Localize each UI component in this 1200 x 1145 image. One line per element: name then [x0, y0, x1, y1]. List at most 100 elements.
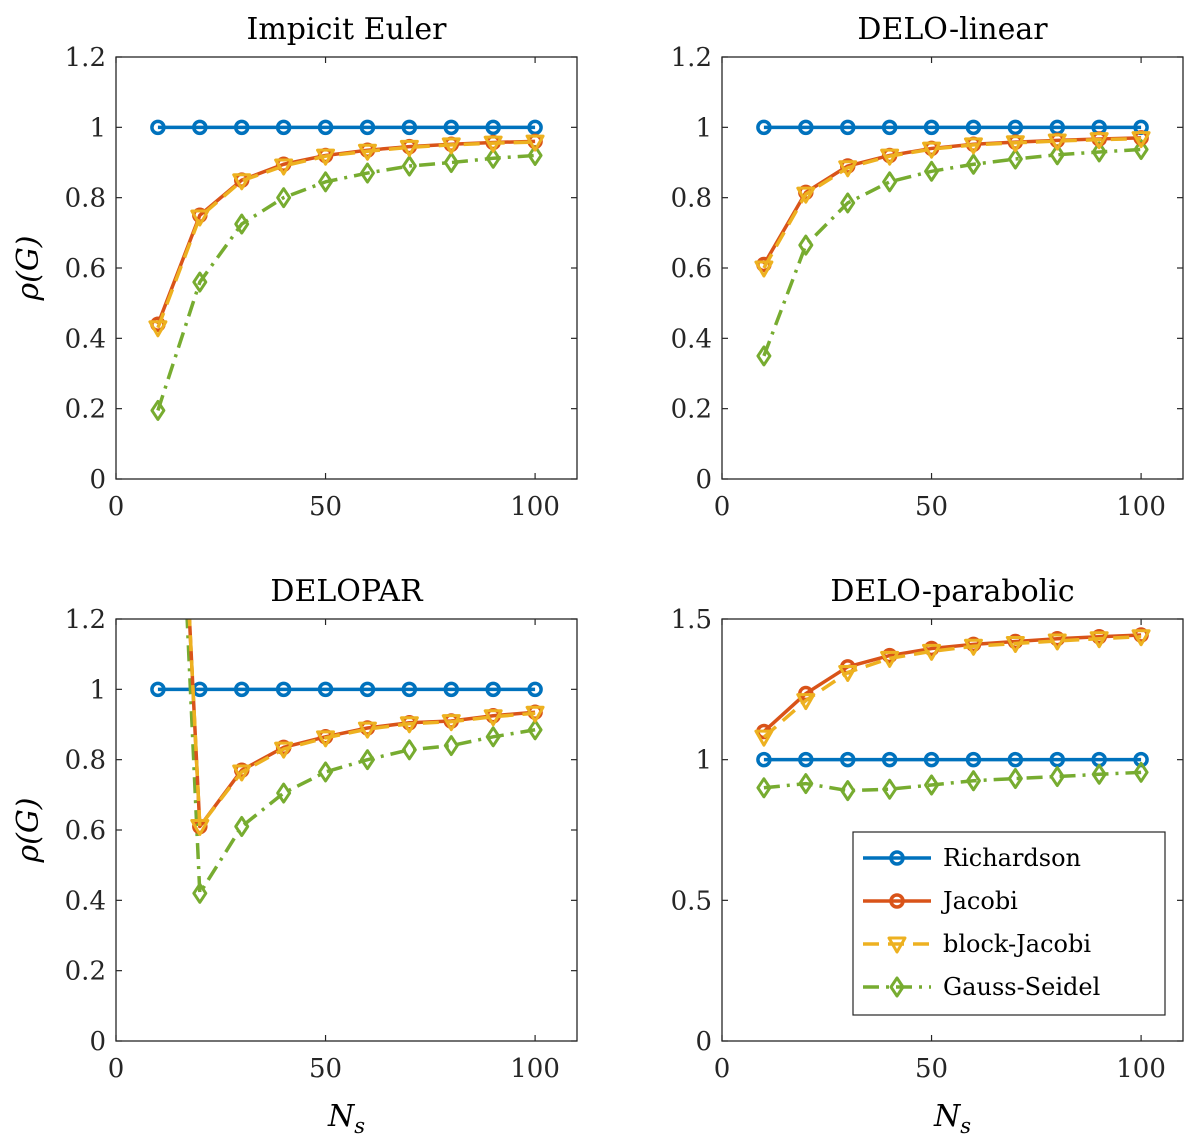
data-point-block-jacobi	[880, 650, 900, 668]
data-point-richardson	[881, 119, 898, 136]
series-line-jacobi	[762, 136, 1142, 266]
y-tick-label: 1	[89, 113, 106, 143]
data-point-richardson	[881, 751, 898, 768]
x-tick-label: 100	[510, 492, 560, 522]
data-point-block-jacobi	[838, 664, 858, 682]
x-tick-label: 100	[1116, 1054, 1166, 1084]
y-axis-label: ρ(G)	[11, 235, 46, 301]
data-point-block-jacobi	[754, 260, 774, 278]
legend-marker	[887, 936, 907, 954]
data-point-gauss-seidel	[443, 152, 459, 173]
data-point-gauss-seidel	[485, 726, 501, 748]
data-point-block-jacobi	[1047, 633, 1067, 651]
data-point-richardson	[798, 119, 814, 136]
data-point-block-jacobi	[922, 643, 942, 661]
data-point-gauss-seidel	[359, 749, 375, 771]
data-point-block-jacobi	[525, 134, 545, 152]
data-point-richardson	[359, 681, 376, 698]
axes-box	[721, 618, 1184, 1042]
data-point-richardson	[401, 119, 418, 136]
data-point-gauss-seidel	[527, 719, 543, 741]
data-point-block-jacobi	[232, 764, 252, 782]
x-axis-label: Ns	[327, 1099, 365, 1138]
data-point-block-jacobi	[399, 716, 419, 734]
data-point-gauss-seidel	[192, 882, 208, 904]
data-point-gauss-seidel	[527, 144, 543, 166]
data-point-block-jacobi	[316, 730, 336, 748]
y-tick-label: 0.4	[65, 886, 106, 916]
data-point-block-jacobi	[796, 693, 816, 711]
series-line-jacobi	[762, 633, 1142, 733]
x-axis-label: Ns	[933, 1099, 971, 1138]
data-point-richardson	[923, 751, 940, 768]
axes-box	[721, 56, 1184, 480]
series-line-gauss-seidel	[185, 619, 536, 896]
data-point-richardson	[485, 119, 501, 136]
data-point-gauss-seidel	[150, 399, 166, 421]
data-point-richardson	[798, 751, 814, 768]
y-tick-label: 0	[695, 1027, 712, 1057]
series-line-jacobi	[187, 619, 536, 829]
data-point-block-jacobi	[1131, 629, 1151, 647]
x-tick-label: 100	[510, 1054, 560, 1084]
y-tick-label: 0.8	[65, 746, 106, 776]
series-group	[754, 119, 1151, 367]
data-point-richardson	[275, 681, 292, 698]
data-point-gauss-seidel	[359, 162, 375, 184]
data-point-richardson	[443, 681, 460, 698]
x-tick-label: 100	[1116, 492, 1166, 522]
data-point-block-jacobi	[963, 137, 983, 155]
y-tick-label: 1.2	[65, 605, 106, 635]
data-point-block-jacobi	[838, 160, 858, 178]
series-line-jacobi	[156, 139, 536, 325]
series-line-gauss-seidel	[762, 147, 1142, 357]
y-tick-label: 0	[89, 1027, 106, 1057]
data-point-gauss-seidel	[276, 187, 292, 209]
data-point-block-jacobi	[796, 186, 816, 204]
series-line-block-jacobi	[187, 619, 536, 829]
axes-box	[115, 56, 578, 480]
chart-panel-delo-linear: DELO-linear 0 0.2 0.4 0.6 0.8 1 1.2 0 50 100	[671, 12, 1184, 522]
data-point-block-jacobi	[880, 148, 900, 166]
data-point-gauss-seidel	[882, 778, 898, 800]
y-tick-label: 0.6	[65, 254, 106, 284]
legend-marker	[889, 893, 905, 909]
legend-entry-richardson: Richardson	[863, 844, 1081, 872]
chart-title: DELO-parabolic	[830, 574, 1074, 609]
y-tick-label: 0.4	[671, 324, 712, 354]
y-tick-label: 0.2	[65, 957, 106, 987]
data-point-richardson	[965, 119, 982, 136]
series-line-gauss-seidel	[763, 770, 1142, 793]
legend-marker	[889, 976, 905, 998]
data-point-gauss-seidel	[840, 192, 856, 214]
data-point-richardson	[192, 119, 208, 136]
data-point-richardson	[443, 119, 460, 136]
data-point-gauss-seidel	[276, 782, 292, 804]
series-group	[754, 627, 1151, 802]
chart-panel-impicit-euler: Impicit Euler 0 0.2 0.4 0.6 0.8 1 1.2 0 50 100 ρ(G)	[11, 12, 578, 522]
data-point-block-jacobi	[1047, 133, 1067, 151]
data-point-block-jacobi	[274, 158, 294, 176]
data-point-gauss-seidel	[798, 773, 814, 795]
data-point-block-jacobi	[148, 320, 168, 338]
data-point-richardson	[965, 751, 982, 768]
data-point-block-jacobi	[922, 141, 942, 159]
data-point-block-jacobi	[483, 709, 503, 727]
data-point-gauss-seidel	[401, 155, 417, 177]
data-point-richardson	[317, 681, 334, 698]
data-point-richardson	[150, 681, 166, 698]
data-point-richardson	[527, 119, 543, 136]
data-point-gauss-seidel	[1049, 144, 1065, 166]
legend-label: block-Jacobi	[943, 930, 1091, 958]
series-group	[148, 119, 545, 421]
y-tick-label: 0.6	[671, 254, 712, 284]
x-tick-label: 50	[915, 1054, 948, 1084]
data-point-gauss-seidel	[192, 271, 208, 293]
series-group	[150, 619, 545, 904]
x-tick-label: 50	[309, 1054, 342, 1084]
y-tick-label: 1.2	[671, 43, 712, 73]
data-point-richardson	[485, 681, 501, 698]
data-point-gauss-seidel	[924, 160, 940, 182]
legend-entry-gauss-seidel: Gauss-Seidel	[863, 973, 1100, 1001]
y-tick-label: 0.8	[671, 184, 712, 214]
